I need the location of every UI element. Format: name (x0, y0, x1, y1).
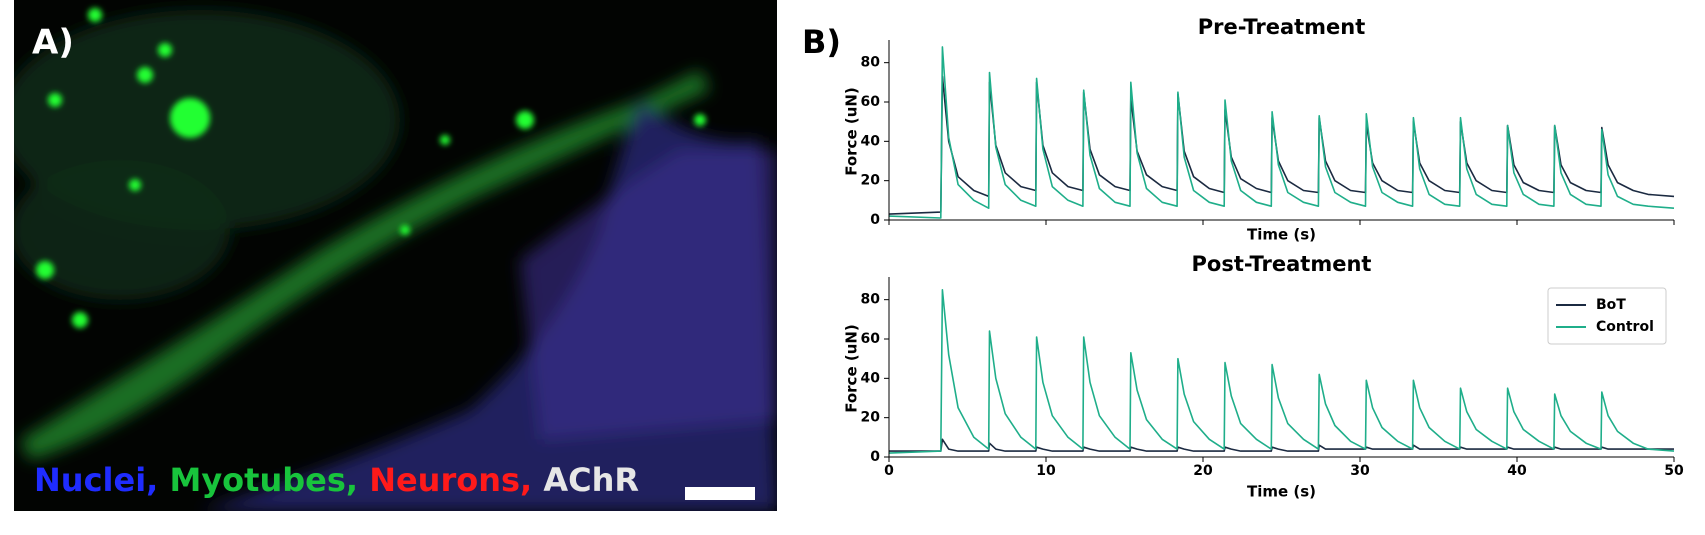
chart-title: Pre-Treatment (1198, 15, 1366, 39)
legend-box (1547, 287, 1667, 345)
x-tick-label: 40 (1507, 463, 1527, 479)
caption-word: Myotubes, (169, 461, 358, 499)
y-axis-label: Force (uN) (843, 324, 861, 413)
scale-bar (685, 487, 755, 500)
panel-label: B) (802, 23, 841, 61)
x-axis-label: Time (s) (1247, 483, 1316, 501)
chart-title: Post-Treatment (1192, 252, 1372, 276)
y-tick-label: 0 (870, 449, 880, 465)
x-tick-label: 10 (1036, 463, 1056, 479)
x-tick-label: 20 (1193, 463, 1213, 479)
y-tick-label: 40 (861, 133, 881, 149)
y-tick-label: 20 (861, 173, 881, 189)
y-tick-label: 60 (861, 94, 881, 110)
legend-label: BoT (1596, 297, 1626, 313)
data-line (888, 289, 1675, 454)
legend-label: Control (1596, 319, 1654, 335)
caption-word: Neurons, (369, 461, 532, 499)
panel-label: A) (32, 23, 74, 63)
data-line (888, 46, 1675, 219)
caption-word: AChR (543, 461, 639, 499)
y-tick-label: 80 (861, 55, 881, 71)
caption-word: Nuclei, (34, 461, 158, 499)
y-tick-label: 40 (861, 370, 881, 386)
x-tick-label: 50 (1664, 463, 1684, 479)
x-tick-label: 30 (1350, 463, 1370, 479)
data-line (889, 438, 1674, 452)
y-tick-label: 60 (861, 331, 881, 347)
y-axis-label: Force (uN) (843, 87, 861, 176)
x-axis-label: Time (s) (1247, 226, 1316, 244)
y-tick-label: 20 (861, 410, 881, 426)
stain-caption: Nuclei, Myotubes, Neurons, AChR (34, 461, 639, 499)
y-tick-label: 0 (870, 212, 880, 228)
data-line (888, 75, 1675, 215)
y-tick-label: 80 (861, 292, 881, 308)
micrograph (14, 0, 777, 511)
x-tick-label: 0 (884, 463, 894, 479)
